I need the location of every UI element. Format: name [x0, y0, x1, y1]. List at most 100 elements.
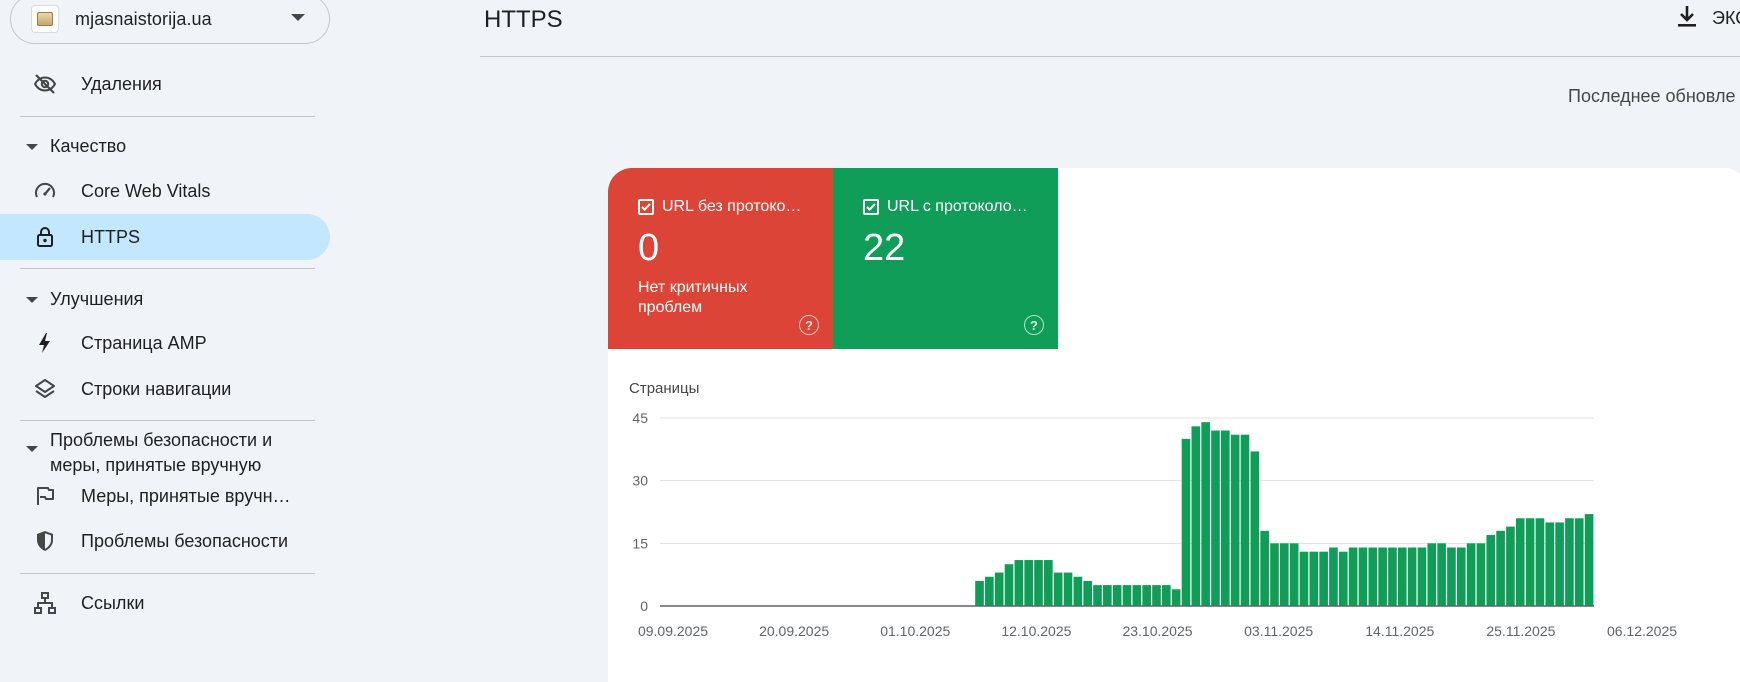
bar — [1309, 551, 1319, 606]
sidebar-item-label: Страница AMP — [81, 332, 207, 353]
bar — [1378, 547, 1387, 606]
sidebar-item-manual-actions[interactable]: Меры, принятые вручн… — [0, 471, 330, 521]
section-label: Качество — [50, 136, 127, 156]
tile-header: URL с протоколо… — [863, 198, 1028, 216]
tile-header: URL без протоко… — [638, 198, 803, 216]
bar — [1044, 560, 1053, 606]
tile-not-https[interactable]: URL без протоко… 0 Нет критичных проблем… — [608, 168, 833, 349]
lock-icon — [32, 224, 58, 250]
bar — [1053, 572, 1063, 606]
bar — [1240, 434, 1250, 606]
sitemap-icon — [32, 590, 58, 616]
y-tick-label: 45 — [632, 410, 648, 426]
caret-down-icon — [26, 297, 38, 303]
bar — [1279, 543, 1289, 606]
bar — [1329, 547, 1338, 606]
bar — [1466, 543, 1476, 606]
bar — [1496, 530, 1505, 606]
tile-value: 0 — [638, 227, 660, 269]
section-security[interactable]: Проблемы безопасности и меры, принятые в… — [26, 428, 296, 478]
chevron-down-icon — [291, 14, 305, 21]
bar — [1250, 451, 1260, 606]
bar — [1456, 547, 1466, 606]
tile-subtitle: Нет критичных проблем — [638, 279, 748, 316]
divider — [20, 420, 315, 421]
sidebar-item-amp[interactable]: Страница AMP — [0, 318, 330, 368]
bar — [1171, 589, 1181, 606]
bar — [1447, 547, 1456, 606]
sidebar-item-label: HTTPS — [81, 226, 141, 247]
tile-label: URL с протоколо… — [887, 198, 1028, 215]
chart: Страницы 0 15 30 45 09.09.2025 20.09.2025 01.1… — [608, 368, 1740, 682]
bar — [1535, 518, 1545, 606]
sidebar-item-breadcrumbs[interactable]: Строки навигации — [0, 364, 330, 414]
bar — [1348, 547, 1358, 606]
property-favicon — [31, 5, 59, 33]
export-label: ЭКС — [1712, 8, 1740, 28]
sidebar-item-label: Удаления — [81, 73, 162, 94]
bar — [1230, 434, 1240, 606]
bar — [1368, 547, 1378, 606]
bar — [1201, 422, 1210, 606]
bar — [1142, 585, 1151, 606]
divider — [20, 268, 315, 269]
bar — [1260, 530, 1269, 606]
help-icon[interactable]: ? — [1024, 315, 1044, 335]
layers-icon — [32, 376, 58, 402]
export-button[interactable]: ЭКС — [1676, 4, 1740, 33]
section-enhancements[interactable]: Улучшения — [26, 287, 143, 312]
property-selector[interactable]: mjasnaistorija.ua — [10, 0, 330, 44]
bar — [1515, 518, 1525, 606]
property-name: mjasnaistorija.ua — [75, 8, 212, 29]
bar — [1063, 572, 1073, 606]
sidebar-item-security-issues[interactable]: Проблемы безопасности — [0, 516, 330, 566]
x-tick-label: 23.10.2025 — [1122, 623, 1192, 639]
checkbox-checked-icon[interactable] — [863, 199, 879, 215]
bar — [985, 576, 994, 606]
x-tick-label: 25.11.2025 — [1486, 623, 1555, 639]
x-tick-label: 03.11.2025 — [1244, 623, 1313, 639]
sidebar-item-label: Ссылки — [81, 592, 145, 613]
bar — [1211, 430, 1220, 606]
bar — [1152, 585, 1161, 606]
bar — [1083, 580, 1092, 606]
report-card: URL без протоко… 0 Нет критичных проблем… — [608, 168, 1740, 682]
sidebar-item-core-web-vitals[interactable]: Core Web Vitals — [0, 166, 330, 216]
sidebar-item-https[interactable]: HTTPS — [0, 214, 330, 260]
bar — [1181, 438, 1191, 606]
bar — [1112, 585, 1122, 606]
last-update-text: Последнее обновле — [1568, 86, 1736, 106]
shield-icon — [32, 528, 58, 554]
checkbox-checked-icon[interactable] — [638, 199, 654, 215]
x-tick-label: 12.10.2025 — [1001, 623, 1071, 639]
caret-down-icon — [26, 446, 38, 452]
bar — [1221, 430, 1230, 606]
bar — [1427, 543, 1437, 606]
sidebar: mjasnaistorija.ua Удаления Качество Core… — [0, 0, 330, 682]
sidebar-item-removals[interactable]: Удаления — [0, 59, 330, 109]
bar — [1270, 543, 1279, 606]
divider — [480, 56, 1740, 57]
tile-https[interactable]: URL с протоколо… 22 ? — [833, 168, 1058, 349]
bar — [1555, 522, 1564, 606]
sidebar-item-label: Меры, принятые вручн… — [81, 485, 291, 506]
divider — [20, 573, 315, 574]
x-tick-label: 01.10.2025 — [880, 623, 950, 639]
bar — [975, 580, 984, 606]
bar — [1132, 585, 1142, 606]
bar — [1486, 534, 1496, 606]
bar — [1397, 547, 1407, 606]
section-label: Улучшения — [50, 289, 144, 309]
help-icon[interactable]: ? — [799, 315, 819, 335]
bar — [1506, 526, 1515, 606]
bar — [1034, 560, 1043, 606]
bar — [1122, 585, 1132, 606]
section-quality[interactable]: Качество — [26, 134, 126, 159]
download-icon — [1676, 4, 1698, 33]
sidebar-item-links[interactable]: Ссылки — [0, 578, 330, 628]
chart-ylabel: Страницы — [629, 380, 700, 397]
y-tick-label: 15 — [632, 535, 648, 551]
y-tick-label: 30 — [632, 473, 648, 489]
bar — [1004, 564, 1014, 606]
bar — [1014, 560, 1024, 606]
